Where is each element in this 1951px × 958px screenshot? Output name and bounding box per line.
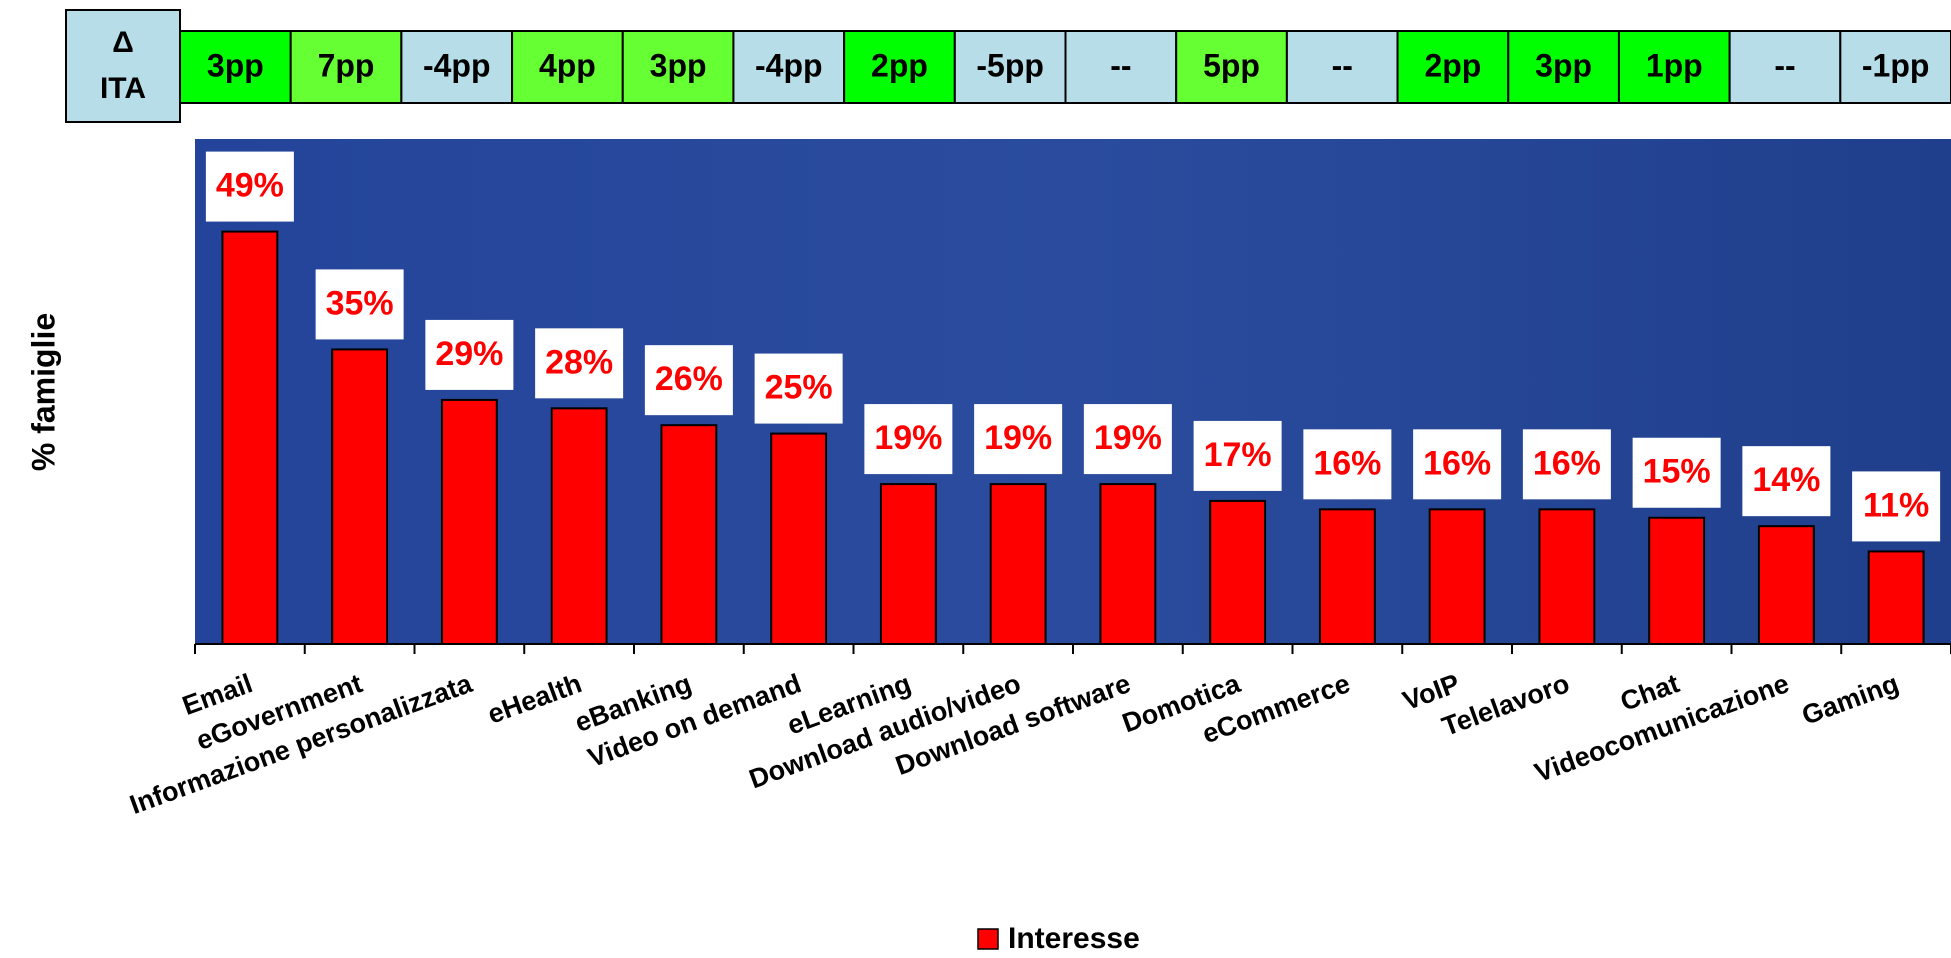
delta-value: -1pp — [1862, 47, 1930, 83]
bar — [1649, 518, 1704, 644]
bar — [881, 484, 936, 644]
bar — [1759, 526, 1814, 644]
bar — [1539, 509, 1594, 644]
bar — [991, 484, 1046, 644]
delta-value: 1pp — [1646, 47, 1703, 83]
value-label: 29% — [435, 335, 503, 373]
delta-value: 4pp — [539, 47, 596, 83]
delta-value: 3pp — [1535, 47, 1592, 83]
delta-value: -5pp — [976, 47, 1044, 83]
legend-swatch — [978, 929, 998, 949]
delta-label: ITA — [100, 72, 146, 105]
delta-value: -4pp — [755, 47, 823, 83]
delta-value: 3pp — [207, 47, 264, 83]
value-label: 19% — [984, 419, 1052, 457]
x-tick-label: Gaming — [1798, 668, 1903, 731]
page: {"chart_data": {"type": "bar", "y_label"… — [0, 0, 1951, 958]
delta-value: 3pp — [650, 47, 707, 83]
delta-value: 2pp — [1424, 47, 1481, 83]
delta-symbol: Δ — [112, 26, 134, 59]
delta-value: 7pp — [318, 47, 375, 83]
chart: Δ ITA % famiglie 3pp 7pp -4pp 4pp 3pp -4pp 2pp… — [0, 0, 1951, 958]
value-label: 49% — [216, 167, 284, 205]
value-label: 35% — [326, 284, 394, 322]
delta-value: -- — [1110, 47, 1131, 83]
value-label: 11% — [1863, 486, 1929, 524]
y-axis-label: % famiglie — [25, 313, 61, 471]
bar — [661, 425, 716, 644]
x-tick-label: eHealth — [484, 668, 586, 730]
value-label: 25% — [765, 369, 833, 407]
bar — [222, 232, 277, 644]
bar — [1869, 551, 1924, 644]
bar — [332, 349, 387, 644]
bar — [552, 408, 607, 644]
delta-value: -4pp — [423, 47, 491, 83]
bar — [442, 400, 497, 644]
legend-label: Interesse — [1008, 922, 1140, 955]
value-label: 19% — [874, 419, 942, 457]
bar — [1210, 501, 1265, 644]
delta-value: 2pp — [871, 47, 928, 83]
value-label: 26% — [655, 360, 723, 398]
delta-value: 5pp — [1203, 47, 1260, 83]
value-label: 16% — [1533, 444, 1601, 482]
value-label: 19% — [1094, 419, 1162, 457]
value-label: 17% — [1204, 436, 1272, 474]
delta-value: -- — [1774, 47, 1795, 83]
x-tick-label: Telelavoro — [1438, 668, 1573, 742]
delta-value: -- — [1332, 47, 1353, 83]
value-label: 14% — [1752, 461, 1820, 499]
bar — [1430, 509, 1485, 644]
bar — [771, 434, 826, 644]
value-label: 16% — [1423, 444, 1491, 482]
value-label: 15% — [1643, 453, 1711, 491]
bar — [1320, 509, 1375, 644]
value-label: 16% — [1313, 444, 1381, 482]
bar — [1100, 484, 1155, 644]
value-label: 28% — [545, 343, 613, 381]
